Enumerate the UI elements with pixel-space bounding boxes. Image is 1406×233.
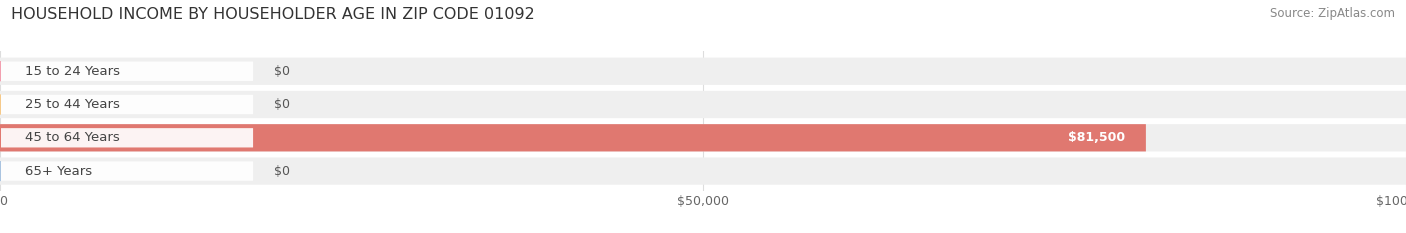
Text: 65+ Years: 65+ Years: [25, 164, 93, 178]
Text: $81,500: $81,500: [1067, 131, 1125, 144]
Text: 15 to 24 Years: 15 to 24 Years: [25, 65, 121, 78]
Text: 25 to 44 Years: 25 to 44 Years: [25, 98, 120, 111]
Text: 45 to 64 Years: 45 to 64 Years: [25, 131, 120, 144]
FancyBboxPatch shape: [0, 95, 253, 114]
FancyBboxPatch shape: [0, 124, 1146, 151]
FancyBboxPatch shape: [0, 124, 1406, 151]
Text: $0: $0: [274, 65, 290, 78]
Text: $0: $0: [274, 98, 290, 111]
Text: Source: ZipAtlas.com: Source: ZipAtlas.com: [1270, 7, 1395, 20]
Text: HOUSEHOLD INCOME BY HOUSEHOLDER AGE IN ZIP CODE 01092: HOUSEHOLD INCOME BY HOUSEHOLDER AGE IN Z…: [11, 7, 536, 22]
FancyBboxPatch shape: [0, 158, 1406, 185]
FancyBboxPatch shape: [0, 62, 253, 81]
FancyBboxPatch shape: [0, 91, 1406, 118]
FancyBboxPatch shape: [0, 161, 253, 181]
Text: $0: $0: [274, 164, 290, 178]
FancyBboxPatch shape: [0, 58, 1406, 85]
FancyBboxPatch shape: [0, 128, 253, 147]
